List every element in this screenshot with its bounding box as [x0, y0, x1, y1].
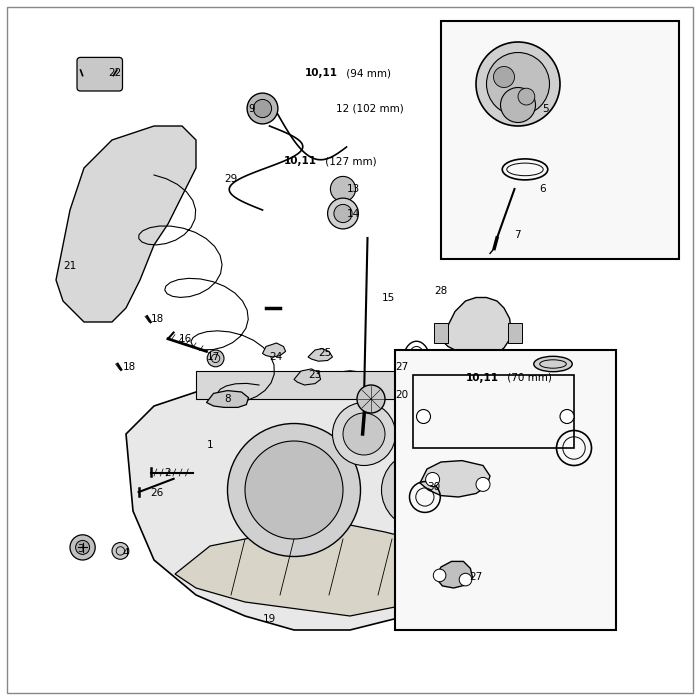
Text: 5: 5	[542, 104, 549, 113]
Circle shape	[330, 176, 356, 202]
Text: (70 mm): (70 mm)	[504, 373, 552, 383]
Circle shape	[518, 88, 535, 105]
Text: 14: 14	[346, 209, 360, 218]
PathPatch shape	[294, 369, 321, 385]
PathPatch shape	[444, 298, 511, 357]
Text: 10,11: 10,11	[466, 373, 498, 383]
Circle shape	[476, 477, 490, 491]
Circle shape	[357, 385, 385, 413]
Text: 8: 8	[224, 394, 230, 404]
Text: 29: 29	[224, 174, 237, 183]
Circle shape	[228, 424, 360, 556]
PathPatch shape	[308, 349, 332, 361]
Text: 1: 1	[206, 440, 213, 449]
Circle shape	[245, 441, 343, 539]
Text: 10,11: 10,11	[304, 69, 337, 78]
Text: 24: 24	[270, 352, 283, 362]
Circle shape	[500, 88, 536, 122]
Text: 27: 27	[395, 363, 409, 372]
Text: 30: 30	[427, 482, 440, 491]
Ellipse shape	[533, 356, 573, 372]
Text: (127 mm): (127 mm)	[322, 156, 377, 166]
Text: 18: 18	[122, 363, 136, 372]
Circle shape	[207, 350, 224, 367]
Circle shape	[395, 466, 444, 514]
Circle shape	[253, 99, 272, 118]
Text: 15: 15	[382, 293, 395, 302]
Text: 6: 6	[539, 184, 545, 194]
Circle shape	[112, 542, 129, 559]
Bar	[508, 323, 522, 343]
Text: 22: 22	[108, 69, 122, 78]
Bar	[413, 374, 574, 448]
PathPatch shape	[420, 461, 490, 497]
Circle shape	[459, 573, 472, 586]
PathPatch shape	[56, 126, 196, 322]
Circle shape	[426, 473, 440, 486]
Bar	[196, 371, 420, 399]
Text: 17: 17	[206, 352, 220, 362]
Bar	[434, 323, 448, 343]
Circle shape	[70, 535, 95, 560]
Text: 27: 27	[469, 573, 482, 582]
Circle shape	[416, 410, 430, 424]
FancyBboxPatch shape	[77, 57, 122, 91]
Text: 2: 2	[164, 468, 171, 477]
Text: 4: 4	[122, 548, 129, 558]
Circle shape	[76, 540, 90, 554]
Text: 28: 28	[434, 286, 447, 295]
Text: 20: 20	[395, 391, 409, 400]
PathPatch shape	[175, 525, 455, 616]
Circle shape	[382, 452, 458, 528]
Text: 10,11: 10,11	[284, 156, 316, 166]
PathPatch shape	[206, 391, 248, 407]
Bar	[441, 21, 679, 259]
Text: (94 mm): (94 mm)	[343, 69, 391, 78]
Circle shape	[494, 66, 514, 88]
Text: 21: 21	[63, 261, 76, 271]
Circle shape	[560, 410, 574, 424]
Circle shape	[332, 402, 396, 466]
Circle shape	[343, 413, 385, 455]
Text: 3: 3	[77, 545, 83, 554]
Circle shape	[433, 569, 446, 582]
Text: 12 (102 mm): 12 (102 mm)	[336, 104, 404, 113]
PathPatch shape	[126, 371, 490, 630]
Bar	[395, 350, 616, 630]
Text: 18: 18	[150, 314, 164, 323]
Circle shape	[334, 204, 352, 223]
Text: 7: 7	[514, 230, 521, 239]
Text: 9: 9	[248, 104, 255, 113]
Text: 26: 26	[150, 489, 164, 498]
Circle shape	[476, 42, 560, 126]
PathPatch shape	[262, 343, 286, 357]
Text: 19: 19	[262, 615, 276, 624]
Text: 25: 25	[318, 349, 332, 358]
PathPatch shape	[435, 561, 472, 588]
Circle shape	[486, 52, 550, 116]
Text: 23: 23	[308, 370, 321, 379]
Circle shape	[328, 198, 358, 229]
Circle shape	[247, 93, 278, 124]
Text: 13: 13	[346, 184, 360, 194]
Text: 16: 16	[178, 335, 192, 344]
